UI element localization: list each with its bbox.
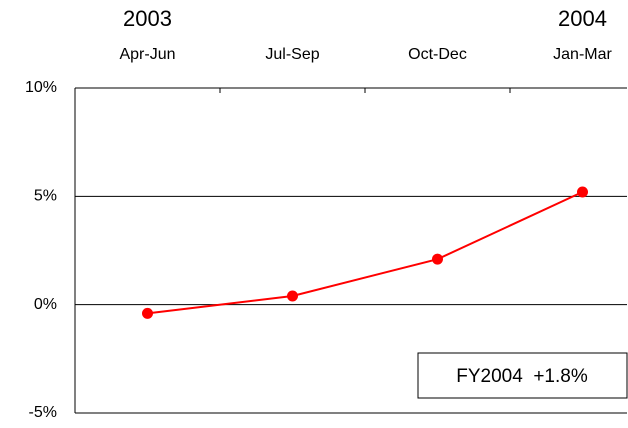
y-tick-label: 10% <box>25 79 57 96</box>
y-tick-label: 5% <box>34 188 57 205</box>
year-label: 2003 <box>123 6 172 31</box>
year-label: 2004 <box>558 6 607 31</box>
y-tick-label: 0% <box>34 296 57 313</box>
y-tick-label: -5% <box>29 404 57 421</box>
point <box>142 307 153 319</box>
x-tick-label: Jul-Sep <box>265 46 319 63</box>
x-tick-label: Apr-Jun <box>119 46 175 63</box>
point <box>577 186 588 198</box>
point <box>287 290 298 302</box>
x-tick-label: Oct-Dec <box>408 46 467 63</box>
annotation-box <box>417 352 628 399</box>
point <box>432 253 443 265</box>
annotation: FY2004 +1.8% <box>456 366 588 387</box>
line <box>147 191 583 315</box>
x-tick-label: Jan-Mar <box>553 46 612 63</box>
